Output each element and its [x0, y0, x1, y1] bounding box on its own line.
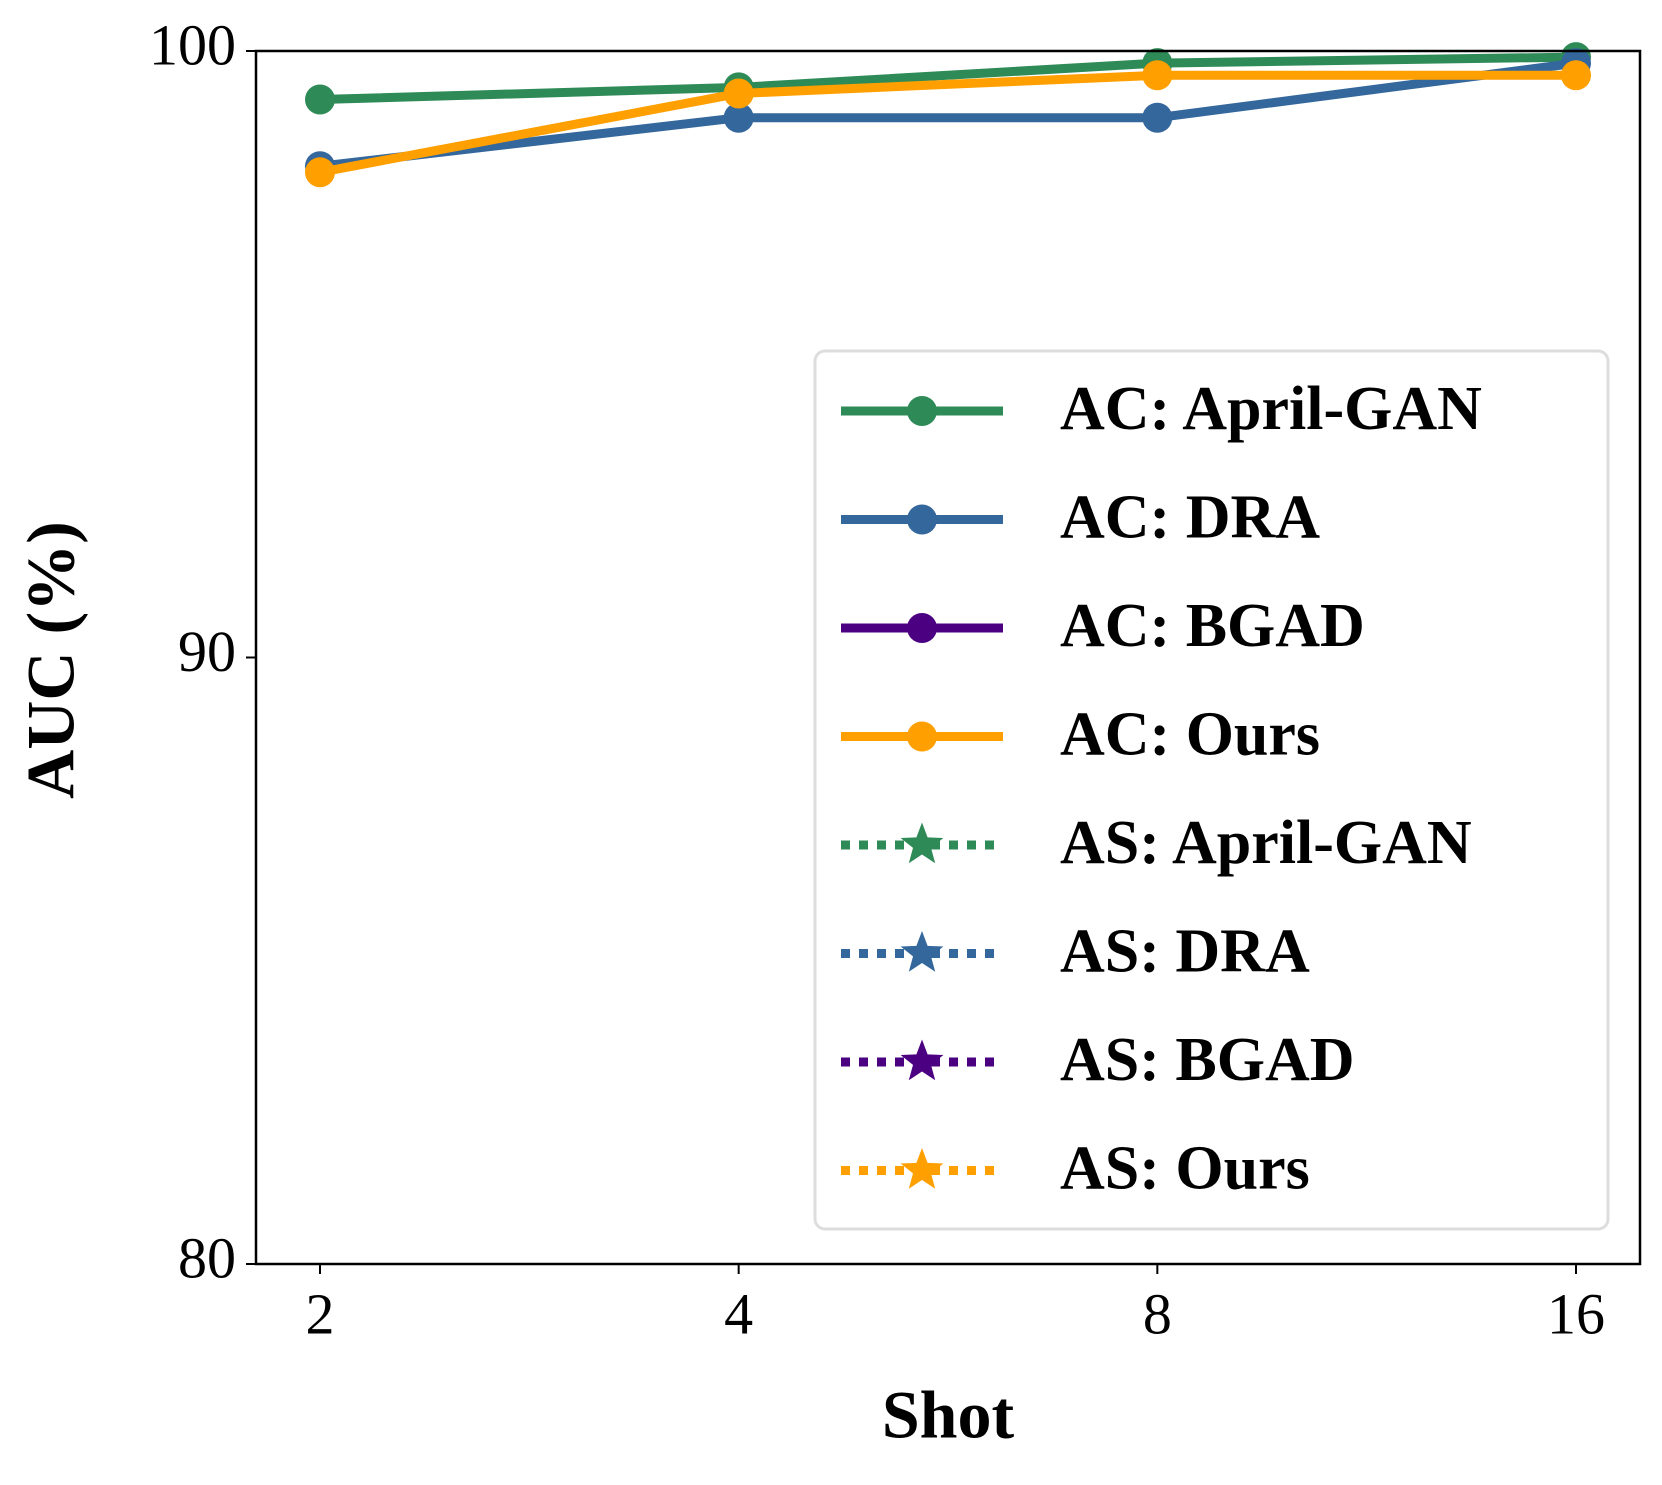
- series-line: [319, 70, 1576, 177]
- legend-label: AC: April-GAN: [1060, 375, 1482, 443]
- legend-marker: [900, 1039, 944, 1081]
- marker: [723, 78, 754, 109]
- legend-marker: [907, 504, 937, 535]
- plot-frame: [254, 49, 1642, 1266]
- x-axis-label: Shot: [882, 1377, 1015, 1453]
- legend-label: AS: April-GAN: [1060, 809, 1472, 877]
- y-tick-label: 90: [178, 619, 236, 684]
- legend-label: AC: BGAD: [1060, 592, 1365, 660]
- legend-box: [813, 349, 1610, 1231]
- series-line: [319, 52, 1577, 105]
- marker: [305, 84, 335, 115]
- legend-marker: [907, 721, 937, 752]
- legend-marker: [900, 822, 944, 864]
- y-tick-label: 100: [149, 12, 236, 77]
- y-axis-label: AUC (%): [13, 521, 89, 799]
- marker: [723, 102, 754, 133]
- x-tick-label: 16: [1547, 1281, 1605, 1346]
- x-tick-label: 8: [1143, 1281, 1172, 1346]
- marker: [1142, 102, 1173, 133]
- x-tick-label: 4: [724, 1281, 753, 1346]
- y-tick-label: 80: [178, 1225, 236, 1290]
- legend-label: AS: DRA: [1060, 918, 1310, 986]
- legend-marker: [900, 931, 944, 972]
- legend-label: AC: DRA: [1060, 484, 1320, 552]
- legend-label: AS: BGAD: [1060, 1026, 1355, 1094]
- marker: [305, 157, 335, 188]
- legend-label: AC: Ours: [1060, 701, 1320, 769]
- legend-marker: [900, 1148, 944, 1189]
- marker: [1561, 60, 1591, 91]
- legend-marker: [907, 396, 937, 426]
- marker: [1142, 60, 1173, 91]
- series-line: [319, 58, 1577, 171]
- x-tick-label: 2: [306, 1281, 335, 1346]
- legend-label: AS: Ours: [1060, 1135, 1310, 1203]
- legend-marker: [907, 613, 937, 643]
